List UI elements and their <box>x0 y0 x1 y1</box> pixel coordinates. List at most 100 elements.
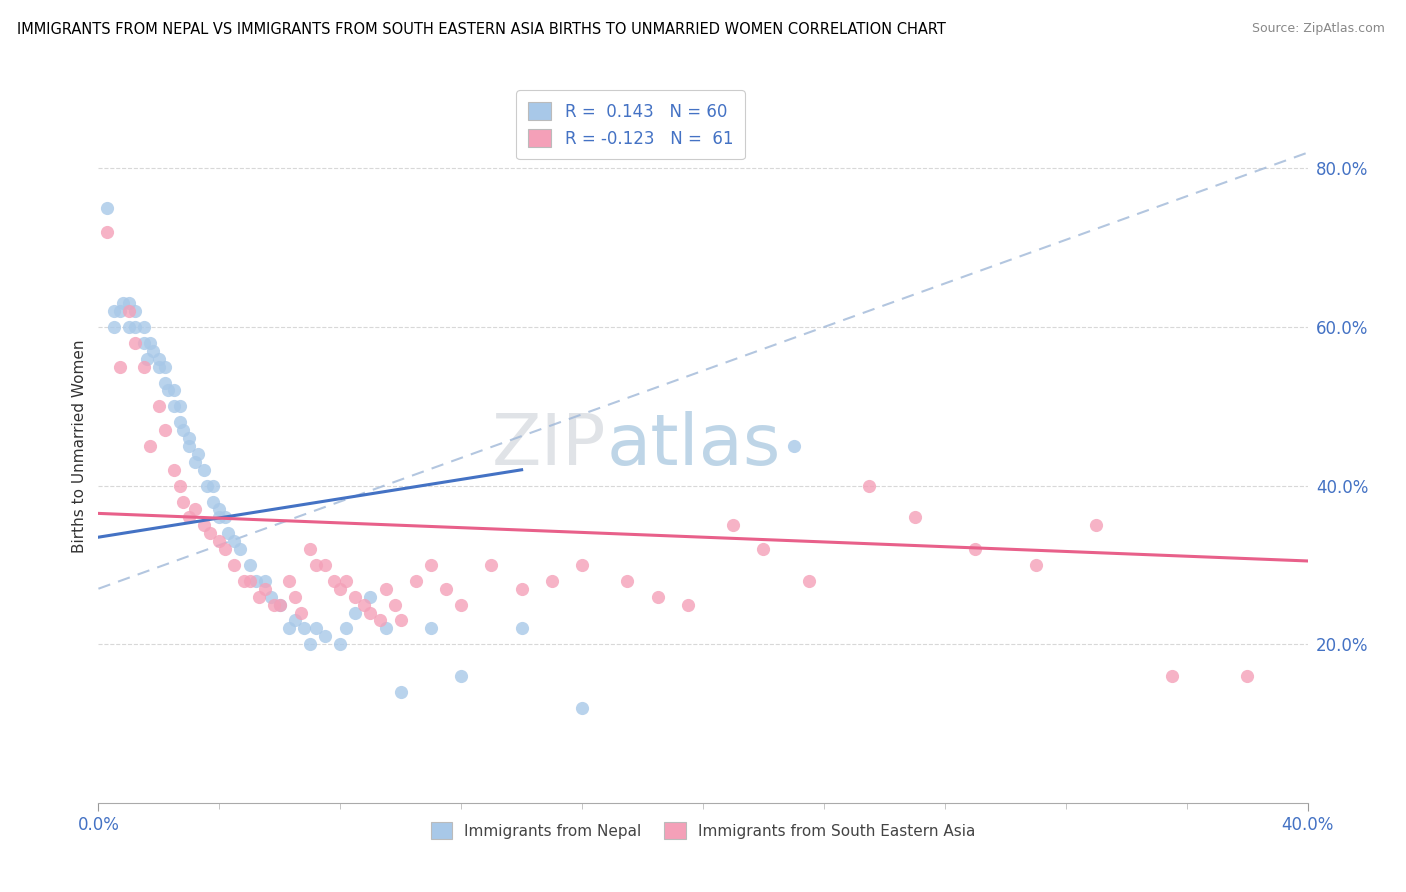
Point <box>148 359 170 374</box>
Point <box>217 526 239 541</box>
Point <box>284 590 307 604</box>
Point <box>434 582 457 596</box>
Point <box>292 621 315 635</box>
Point <box>224 558 246 572</box>
Point <box>420 621 443 635</box>
Point <box>344 606 367 620</box>
Point <box>253 574 276 588</box>
Point <box>132 320 155 334</box>
Point <box>124 335 146 350</box>
Point <box>368 614 391 628</box>
Point <box>571 558 593 572</box>
Point <box>96 201 118 215</box>
Point <box>676 598 699 612</box>
Point <box>111 296 134 310</box>
Point <box>163 463 186 477</box>
Point <box>169 478 191 492</box>
Point <box>329 637 352 651</box>
Point <box>208 510 231 524</box>
Point <box>232 574 254 588</box>
Point <box>187 447 209 461</box>
Point <box>374 582 396 596</box>
Legend: Immigrants from Nepal, Immigrants from South Eastern Asia: Immigrants from Nepal, Immigrants from S… <box>425 816 981 845</box>
Point <box>153 359 176 374</box>
Point <box>335 621 357 635</box>
Y-axis label: Births to Unmarried Women: Births to Unmarried Women <box>72 339 87 553</box>
Point <box>169 415 191 429</box>
Point <box>239 574 262 588</box>
Point <box>420 558 443 572</box>
Point <box>103 320 125 334</box>
Point <box>172 494 194 508</box>
Point <box>269 598 291 612</box>
Point <box>290 606 312 620</box>
Point <box>214 542 236 557</box>
Point <box>202 478 225 492</box>
Point <box>277 574 299 588</box>
Point <box>253 582 276 596</box>
Text: ZIP: ZIP <box>492 411 606 481</box>
Point <box>224 534 246 549</box>
Point <box>752 542 775 557</box>
Point <box>148 400 170 414</box>
Point <box>239 558 262 572</box>
Point <box>118 304 141 318</box>
Point <box>142 343 165 358</box>
Point <box>214 510 236 524</box>
Point <box>299 637 322 651</box>
Point <box>163 400 186 414</box>
Point <box>284 614 307 628</box>
Point <box>179 431 201 445</box>
Point <box>202 494 225 508</box>
Point <box>353 598 375 612</box>
Point <box>314 558 336 572</box>
Point <box>723 518 745 533</box>
Point <box>1024 558 1046 572</box>
Point <box>1085 518 1108 533</box>
Point <box>405 574 427 588</box>
Point <box>208 534 231 549</box>
Text: atlas: atlas <box>606 411 780 481</box>
Point <box>193 518 215 533</box>
Point <box>184 455 207 469</box>
Point <box>118 320 141 334</box>
Point <box>510 582 533 596</box>
Point <box>108 359 131 374</box>
Point <box>1236 669 1258 683</box>
Point <box>450 669 472 683</box>
Point <box>139 439 162 453</box>
Point <box>169 400 191 414</box>
Point <box>245 574 267 588</box>
Point <box>314 629 336 643</box>
Point <box>299 542 322 557</box>
Point <box>124 304 146 318</box>
Point <box>329 582 352 596</box>
Point <box>195 478 218 492</box>
Point <box>305 558 328 572</box>
Point <box>540 574 562 588</box>
Point <box>389 614 412 628</box>
Point <box>344 590 367 604</box>
Point <box>247 590 270 604</box>
Text: Source: ZipAtlas.com: Source: ZipAtlas.com <box>1251 22 1385 36</box>
Point <box>148 351 170 366</box>
Point <box>124 320 146 334</box>
Point <box>858 478 880 492</box>
Point <box>229 542 252 557</box>
Point <box>1160 669 1182 683</box>
Point <box>389 685 412 699</box>
Point <box>153 376 176 390</box>
Point <box>323 574 346 588</box>
Point <box>193 463 215 477</box>
Point <box>647 590 669 604</box>
Point <box>450 598 472 612</box>
Point <box>384 598 406 612</box>
Point <box>184 502 207 516</box>
Point <box>156 384 179 398</box>
Point <box>616 574 638 588</box>
Point <box>135 351 157 366</box>
Point <box>132 335 155 350</box>
Point <box>96 225 118 239</box>
Point <box>179 510 201 524</box>
Point <box>360 590 382 604</box>
